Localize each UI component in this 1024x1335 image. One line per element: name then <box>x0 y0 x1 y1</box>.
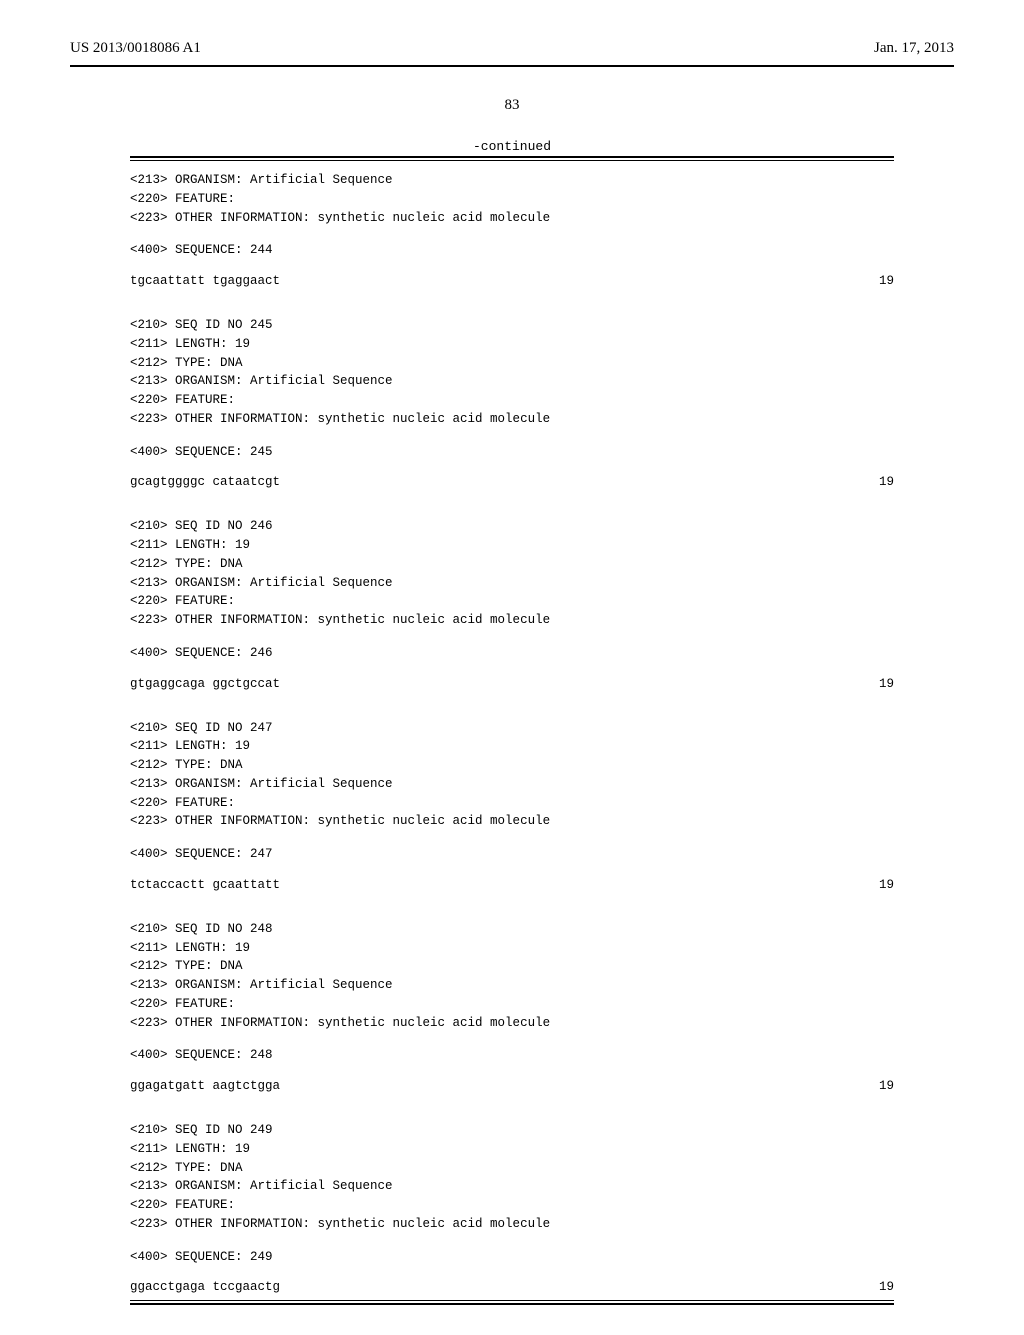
seq-row-248: ggagatgatt aagtctgga 19 <box>130 1079 894 1093</box>
seq-header-249: <210> SEQ ID NO 249 <211> LENGTH: 19 <21… <box>130 1121 894 1234</box>
header-rule <box>70 65 954 67</box>
sequence-data: tctaccactt gcaattatt <box>130 878 280 892</box>
page-header: US 2013/0018086 A1 Jan. 17, 2013 <box>70 40 954 57</box>
spacer <box>130 1032 894 1046</box>
sequence-data: gcagtggggc cataatcgt <box>130 475 280 489</box>
spacer <box>130 630 894 644</box>
page-number: 83 <box>70 97 954 114</box>
sequence-data: tgcaattatt tgaggaact <box>130 274 280 288</box>
seq-row-249: ggacctgaga tccgaactg 19 <box>130 1280 894 1294</box>
continued-label: -continued <box>70 139 954 154</box>
seq-row-246: gtgaggcaga ggctgccat 19 <box>130 677 894 691</box>
spacer <box>130 227 894 241</box>
seq-400-label-248: <400> SEQUENCE: 248 <box>130 1046 894 1065</box>
seq-row-247: tctaccactt gcaattatt 19 <box>130 878 894 892</box>
sequence-data: ggacctgaga tccgaactg <box>130 1280 280 1294</box>
sequence-data: gtgaggcaga ggctgccat <box>130 677 280 691</box>
spacer <box>130 831 894 845</box>
seq-400-label-245: <400> SEQUENCE: 245 <box>130 443 894 462</box>
seq-header-245: <210> SEQ ID NO 245 <211> LENGTH: 19 <21… <box>130 316 894 429</box>
top-rule-thick <box>130 156 894 158</box>
bottom-rule-thin <box>130 1300 894 1301</box>
seq-400-label: <400> SEQUENCE: 244 <box>130 241 894 260</box>
seq-header-246: <210> SEQ ID NO 246 <211> LENGTH: 19 <21… <box>130 517 894 630</box>
seq-row-244: tgcaattatt tgaggaact 19 <box>130 274 894 288</box>
sequence-listing: <213> ORGANISM: Artificial Sequence <220… <box>130 156 894 1305</box>
sequence-length: 19 <box>879 677 894 691</box>
seq-header-247: <210> SEQ ID NO 247 <211> LENGTH: 19 <21… <box>130 719 894 832</box>
sequence-length: 19 <box>879 475 894 489</box>
seq-400-label-247: <400> SEQUENCE: 247 <box>130 845 894 864</box>
bottom-rule-thick <box>130 1303 894 1305</box>
sequence-data: ggagatgatt aagtctgga <box>130 1079 280 1093</box>
top-rule-thin <box>130 160 894 161</box>
sequence-length: 19 <box>879 878 894 892</box>
publication-date: Jan. 17, 2013 <box>874 40 954 57</box>
seq-header-248: <210> SEQ ID NO 248 <211> LENGTH: 19 <21… <box>130 920 894 1033</box>
sequence-length: 19 <box>879 274 894 288</box>
seq-header-fragment: <213> ORGANISM: Artificial Sequence <220… <box>130 171 894 227</box>
spacer <box>130 429 894 443</box>
seq-400-label-246: <400> SEQUENCE: 246 <box>130 644 894 663</box>
sequence-length: 19 <box>879 1280 894 1294</box>
publication-number: US 2013/0018086 A1 <box>70 40 201 57</box>
sequence-length: 19 <box>879 1079 894 1093</box>
seq-400-label-249: <400> SEQUENCE: 249 <box>130 1248 894 1267</box>
seq-row-245: gcagtggggc cataatcgt 19 <box>130 475 894 489</box>
spacer <box>130 1234 894 1248</box>
